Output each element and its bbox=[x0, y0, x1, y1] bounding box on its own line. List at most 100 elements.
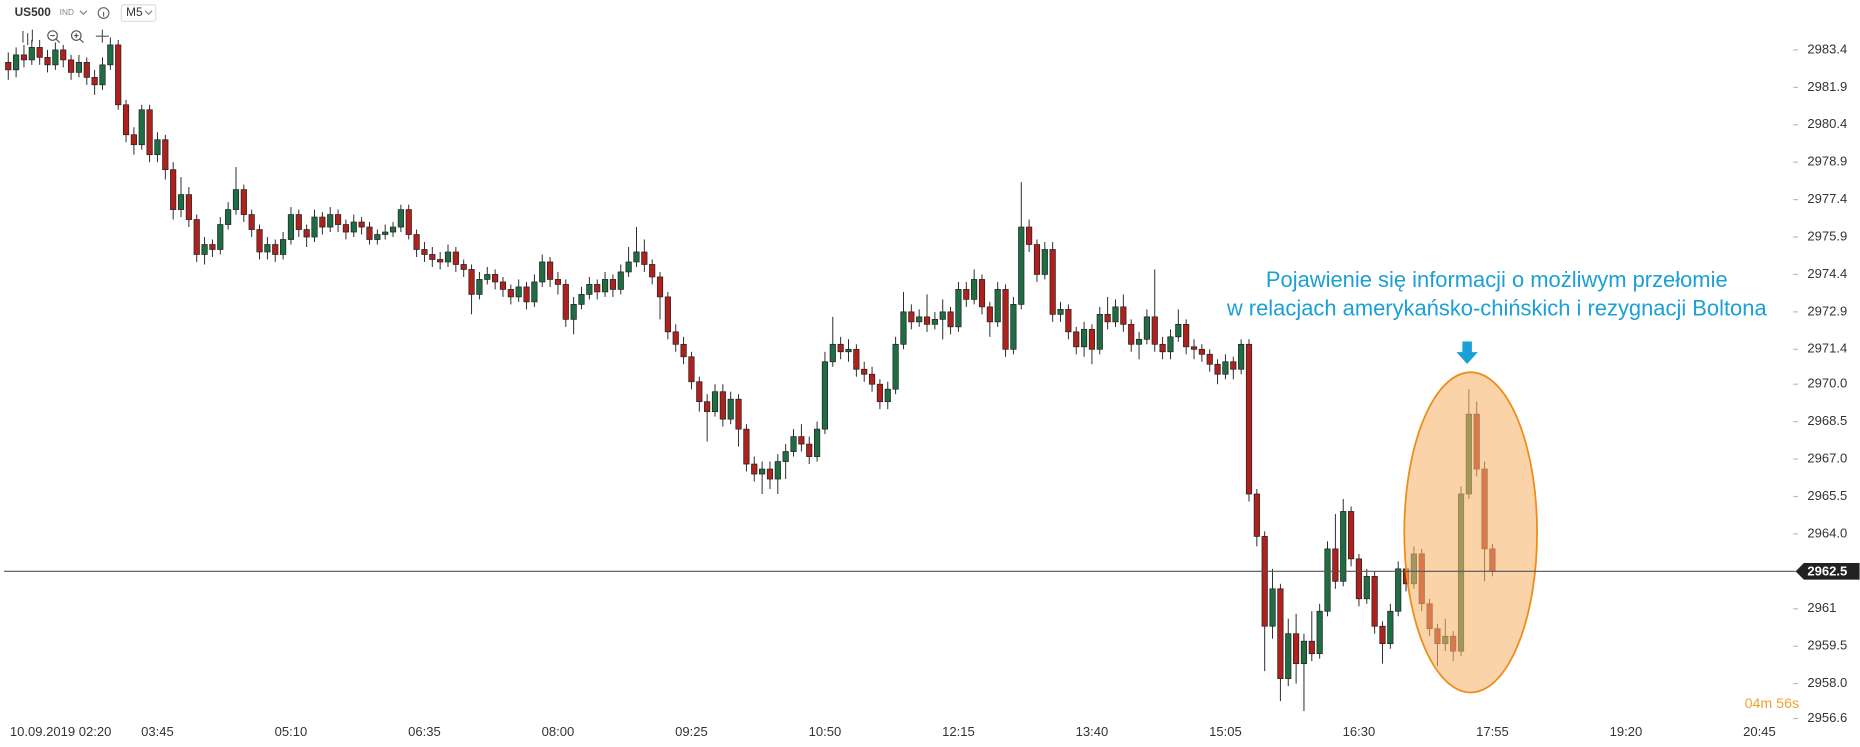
candle-body bbox=[280, 239, 287, 255]
highlight-ellipse bbox=[1403, 371, 1538, 694]
x-tick-label: 17:55 bbox=[1476, 724, 1509, 739]
candle-body bbox=[452, 251, 459, 265]
current-price-label: 2962.5 bbox=[1807, 563, 1847, 578]
candle-body bbox=[766, 468, 774, 480]
candle-body bbox=[727, 398, 734, 420]
candle-body bbox=[1167, 336, 1174, 353]
candle-body bbox=[460, 264, 467, 270]
candle-body bbox=[1308, 640, 1315, 655]
annotation-arrow bbox=[1456, 341, 1478, 365]
candle-body bbox=[853, 348, 860, 370]
candle-body bbox=[389, 226, 397, 233]
candle-body bbox=[209, 244, 216, 250]
candle-body bbox=[664, 296, 671, 333]
dropdown-icon[interactable] bbox=[79, 10, 88, 16]
candle-body bbox=[617, 271, 624, 290]
candle-body bbox=[1135, 338, 1143, 345]
candle-body bbox=[366, 226, 373, 240]
candle-body bbox=[327, 214, 334, 228]
candle-body bbox=[130, 134, 137, 146]
candle-body bbox=[201, 244, 208, 255]
candle-body bbox=[1387, 610, 1394, 645]
candle-body bbox=[955, 289, 962, 328]
zoom-out[interactable] bbox=[47, 30, 58, 41]
candle-body bbox=[609, 279, 616, 290]
candle-tool[interactable] bbox=[22, 29, 34, 46]
y-tick-label: 2978.9 bbox=[1807, 154, 1847, 169]
candle-body bbox=[272, 244, 279, 255]
candle-body bbox=[939, 311, 946, 320]
candle-body bbox=[99, 64, 106, 86]
candle-body bbox=[1355, 558, 1363, 600]
candle-body bbox=[476, 279, 483, 295]
candle-body bbox=[507, 289, 514, 298]
candle-body bbox=[413, 234, 420, 250]
candle-body bbox=[704, 401, 711, 413]
candle-body bbox=[696, 381, 703, 403]
candle-body bbox=[923, 316, 931, 325]
candle-body bbox=[138, 109, 145, 146]
y-tick-label: 2965.5 bbox=[1807, 488, 1847, 503]
candle-body bbox=[1238, 343, 1245, 370]
candle-body bbox=[688, 356, 695, 383]
candle-body bbox=[1183, 323, 1190, 348]
candle-body bbox=[1033, 244, 1041, 275]
candle-body bbox=[672, 331, 679, 345]
annotation-text: w relacjach amerykańsko-chińskich i rezy… bbox=[1226, 295, 1768, 320]
timeframe-box[interactable] bbox=[120, 4, 157, 22]
candle-body bbox=[547, 261, 554, 280]
info-icon[interactable] bbox=[97, 7, 110, 19]
plot-area bbox=[5, 37, 1496, 712]
candle-body bbox=[177, 194, 185, 210]
candle-body bbox=[601, 279, 609, 293]
candle-body bbox=[947, 311, 954, 328]
candle-body bbox=[334, 214, 342, 225]
candle-body bbox=[1324, 548, 1331, 612]
candle-body bbox=[358, 221, 365, 228]
candle-body bbox=[1371, 575, 1378, 627]
candle-body bbox=[1332, 548, 1339, 582]
candle-body bbox=[225, 209, 232, 225]
y-tick-label: 2961 bbox=[1807, 600, 1836, 615]
x-tick-label: 03:45 bbox=[141, 724, 174, 739]
candle-body bbox=[342, 224, 350, 233]
candle-body bbox=[350, 221, 357, 233]
candle-body bbox=[531, 281, 538, 303]
candle-body bbox=[515, 286, 522, 298]
x-tick-label: 12:15 bbox=[942, 724, 975, 739]
candle-body bbox=[193, 219, 200, 255]
candle-body bbox=[1230, 361, 1237, 370]
candle-body bbox=[594, 284, 601, 293]
countdown: 04m 56s bbox=[1745, 696, 1800, 712]
candle-body bbox=[1253, 493, 1260, 537]
x-tick-label: 10.09.2019 02:20 bbox=[10, 724, 111, 739]
candle-body bbox=[578, 294, 585, 305]
candle-body bbox=[1214, 363, 1221, 375]
candle-body bbox=[154, 139, 161, 156]
candle-body bbox=[1198, 348, 1205, 355]
y-tick-label: 2972.9 bbox=[1807, 303, 1847, 318]
candle-body bbox=[751, 463, 758, 475]
zoom-in[interactable] bbox=[70, 30, 82, 41]
symbol[interactable]: US500 bbox=[15, 5, 52, 19]
candle-body bbox=[554, 279, 562, 285]
candle-body bbox=[421, 249, 428, 255]
candle-body bbox=[52, 49, 59, 66]
candle-body bbox=[1347, 511, 1355, 560]
candle-body bbox=[570, 304, 577, 320]
candle-body bbox=[1222, 361, 1229, 375]
candle-body bbox=[633, 251, 640, 263]
crosshair-tool[interactable] bbox=[95, 29, 109, 43]
tools bbox=[22, 29, 109, 46]
candle-body bbox=[978, 279, 986, 308]
x-tick-label: 06:35 bbox=[408, 724, 441, 739]
candle-body bbox=[13, 54, 20, 71]
y-tick-label: 2983.4 bbox=[1807, 41, 1847, 56]
candle-body bbox=[1159, 343, 1166, 353]
candle-body bbox=[1073, 331, 1080, 348]
candle-body bbox=[44, 57, 51, 66]
candle-body bbox=[429, 254, 436, 260]
candle-body bbox=[806, 443, 813, 457]
candle-body bbox=[523, 286, 530, 303]
market: IND bbox=[60, 7, 74, 17]
